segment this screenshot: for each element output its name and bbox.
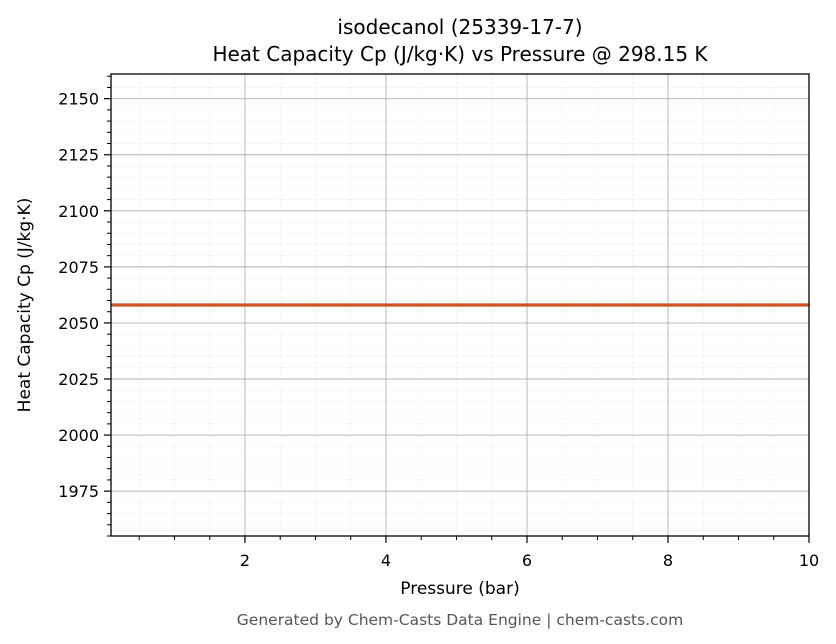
minor-grid [111,74,809,537]
axis-ticks [104,75,810,543]
chart-title-line1: isodecanol (25339-17-7) [337,15,582,39]
x-tick-labels: 2 4 6 8 10 [240,551,819,570]
y-tick-label: 2025 [58,370,99,389]
y-tick-label: 2075 [58,258,99,277]
plot-area-frame [110,73,810,537]
y-tick-label: 2100 [58,202,99,221]
y-tick-label: 2050 [58,314,99,333]
y-tick-label: 1975 [58,482,99,501]
x-tick-label: 10 [799,551,819,570]
x-tick-label: 8 [663,551,673,570]
y-tick-label: 2150 [58,90,99,109]
major-grid [111,74,810,536]
chart-title-line2: Heat Capacity Cp (J/kg·K) vs Pressure @ … [212,42,708,66]
y-axis-label: Heat Capacity Cp (J/kg·K) [15,198,35,413]
y-tick-labels: 1975 2000 2025 2050 2075 2100 2125 2150 [58,90,99,501]
footer-credit: Generated by Chem-Casts Data Engine | ch… [237,611,683,629]
x-tick-label: 6 [522,551,532,570]
x-axis-label: Pressure (bar) [400,579,519,599]
y-tick-label: 2125 [58,146,99,165]
x-tick-label: 2 [240,551,250,570]
x-tick-label: 4 [381,551,391,570]
y-tick-label: 2000 [58,426,99,445]
